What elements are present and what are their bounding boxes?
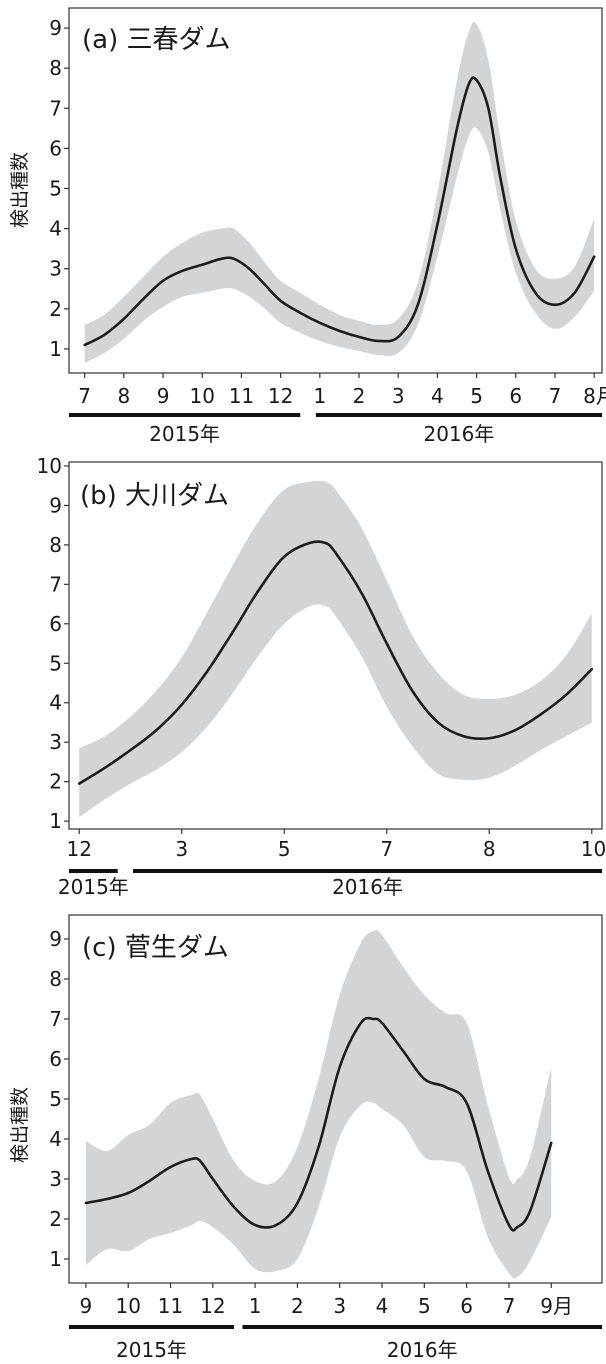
x-axis: 12 3 5 7 8 10月	[67, 829, 606, 861]
year-label: 2015年	[58, 875, 129, 899]
x-tick-label: 9	[80, 1294, 93, 1318]
x-tick-label: 7	[78, 384, 91, 408]
panel-title: (c) 菅生ダム	[82, 933, 229, 963]
year-bars: 2015年 2016年	[58, 869, 602, 899]
x-tick-label: 1	[313, 384, 326, 408]
y-tick-label: 10	[37, 454, 62, 478]
y-tick-label: 6	[49, 612, 62, 636]
y-tick-label: 3	[49, 1167, 62, 1191]
x-tick-label: 12	[67, 837, 92, 861]
y-tick-label: 1	[49, 1247, 62, 1271]
y-tick-label: 9	[49, 927, 62, 951]
x-tick-label: 1	[249, 1294, 262, 1318]
x-tick-label: 5	[278, 837, 291, 861]
x-tick-label: 6	[460, 1294, 473, 1318]
x-tick-label: 2	[353, 384, 366, 408]
fitted-curve	[77, 540, 594, 785]
x-tick-label: 3	[175, 837, 188, 861]
year-label: 2016年	[387, 1338, 458, 1362]
y-tick-label: 1	[49, 337, 62, 361]
x-tick-label: 7	[380, 837, 393, 861]
plot-frame	[68, 7, 603, 374]
y-tick-label: 3	[49, 730, 62, 754]
x-tick-label: 11	[158, 1294, 183, 1318]
y-tick-label: 5	[49, 651, 62, 675]
x-tick-label: 5	[470, 384, 483, 408]
y-tick-label: 2	[49, 770, 62, 794]
x-tick-label: 9	[157, 384, 170, 408]
x-tick-label: 7	[503, 1294, 516, 1318]
x-tick-label: 12	[268, 384, 293, 408]
x-tick-label: 4	[431, 384, 444, 408]
year-label: 2016年	[332, 875, 403, 899]
y-tick-label: 6	[49, 1047, 62, 1071]
x-tick-label: 10	[190, 384, 215, 408]
x-tick-label: 3	[333, 1294, 346, 1318]
y-axis: 1 2 3 4 5 6 7 8 9	[49, 927, 69, 1271]
y-tick-label: 6	[49, 136, 62, 160]
confidence-band	[84, 21, 595, 363]
x-tick-label: 5	[418, 1294, 431, 1318]
x-tick-label: 3	[392, 384, 405, 408]
confidence-band	[85, 930, 552, 1279]
x-tick-label: 10	[115, 1294, 140, 1318]
x-tick-label: 4	[376, 1294, 389, 1318]
x-tick-label: 7	[549, 384, 562, 408]
y-tick-label: 5	[49, 1087, 62, 1111]
confidence-band	[79, 480, 592, 818]
fitted-curve	[83, 76, 596, 347]
x-tick-label: 8月	[583, 384, 606, 408]
fitted-curve	[84, 1016, 553, 1232]
y-tick-label: 7	[49, 572, 62, 596]
y-tick-label: 8	[49, 533, 62, 557]
y-tick-label: 8	[49, 967, 62, 991]
panel-title: (a) 三春ダム	[82, 25, 231, 55]
x-tick-label: 10月	[581, 837, 606, 861]
y-tick-label: 3	[49, 257, 62, 281]
y-tick-label: 4	[49, 691, 62, 715]
x-tick-label: 9月	[540, 1294, 573, 1318]
y-tick-label: 4	[49, 1127, 62, 1151]
y-axis-title: 検出種数	[9, 1087, 31, 1163]
y-tick-label: 8	[49, 56, 62, 80]
x-axis: 7 8 9 10 11 12 1 2 3 4 5 6 7 8月	[78, 373, 606, 408]
y-axis-title: 検出種数	[9, 152, 31, 228]
y-tick-label: 9	[49, 493, 62, 517]
x-tick-label: 11	[229, 384, 254, 408]
year-bars: 2015年 2016年	[69, 413, 602, 446]
y-tick-label: 7	[49, 1007, 62, 1031]
x-axis: 9 10 11 12 1 2 3 4 5 6 7 9月	[80, 1283, 573, 1318]
year-bars: 2015年 2016年	[69, 1325, 602, 1362]
year-label: 2015年	[149, 422, 220, 446]
y-axis: 1 2 3 4 5 6 7 8 9 10	[37, 454, 69, 833]
y-tick-label: 5	[49, 176, 62, 200]
year-label: 2016年	[423, 422, 494, 446]
panel-title: (b) 大川ダム	[80, 481, 229, 511]
x-tick-label: 8	[118, 384, 131, 408]
y-tick-label: 4	[49, 217, 62, 241]
y-tick-label: 2	[49, 1207, 62, 1231]
x-tick-label: 12	[200, 1294, 225, 1318]
y-tick-label: 7	[49, 96, 62, 120]
x-tick-label: 8	[483, 837, 496, 861]
x-tick-label: 6	[509, 384, 522, 408]
y-tick-label: 9	[49, 16, 62, 40]
x-tick-label: 2	[291, 1294, 304, 1318]
y-tick-label: 2	[49, 297, 62, 321]
y-tick-label: 1	[49, 809, 62, 833]
year-label: 2015年	[116, 1338, 187, 1362]
y-axis: 1 2 3 4 5 6 7 8 9	[49, 16, 69, 361]
